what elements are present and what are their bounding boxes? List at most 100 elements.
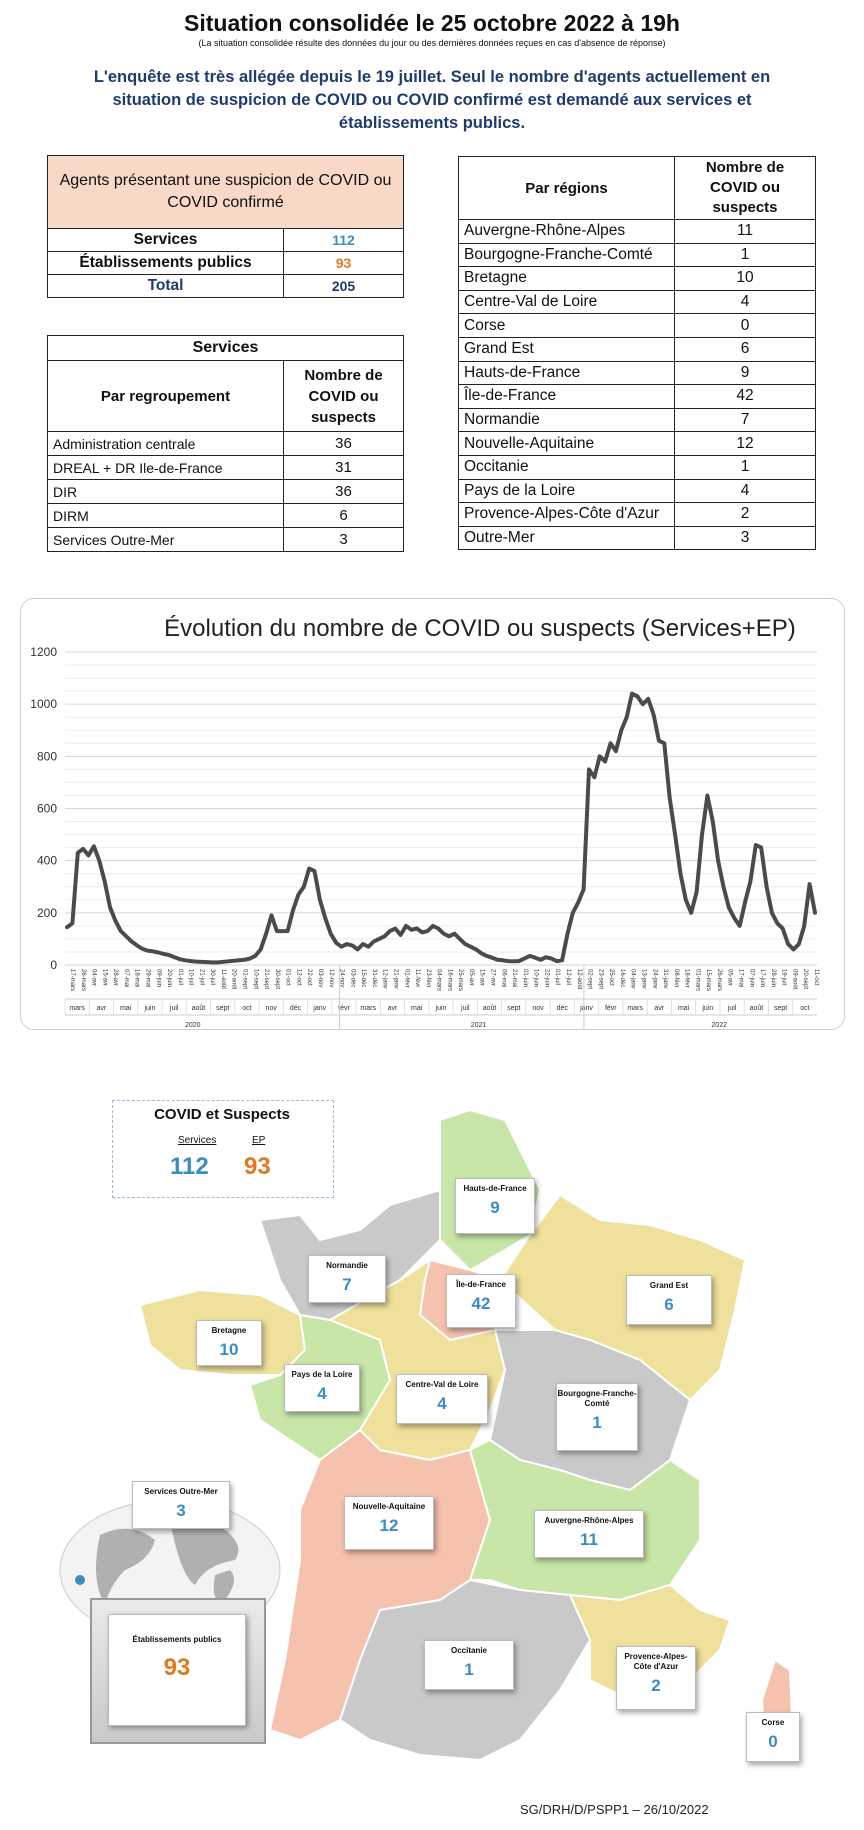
table-row: Occitanie 1 — [458, 454, 816, 480]
regions-col2-header: Nombre de COVID ou suspects — [674, 156, 816, 220]
x-tick-label: 01-mars — [694, 969, 700, 991]
row-name: Occitanie — [458, 454, 675, 480]
month-label: avr — [654, 1005, 664, 1012]
region-box-occitanie: Occitanie 1 — [424, 1640, 514, 1690]
month-label: mars — [360, 1005, 376, 1012]
x-tick-label: 27-avr — [490, 969, 496, 986]
row-value: 11 — [674, 219, 816, 244]
x-tick-label: 24-nov — [339, 969, 345, 987]
summary-value: 93 — [283, 251, 404, 275]
month-label: juin — [435, 1005, 447, 1012]
x-tick-label: 04-mars — [436, 969, 442, 991]
x-tick-label: 03-nov — [317, 969, 323, 987]
table-row: Bourgogne-Franche-Comté 1 — [458, 242, 816, 268]
month-label: août — [483, 1005, 497, 1012]
row-value: 31 — [283, 455, 404, 480]
month-label: avr — [97, 1005, 107, 1012]
x-tick-label: 01-sept — [242, 969, 248, 989]
row-name: Île-de-France — [458, 384, 675, 409]
region-box-corse: Corse 0 — [746, 1712, 800, 1762]
table-row: Nouvelle-Aquitaine 12 — [458, 431, 816, 456]
x-tick-label: 01-févr — [403, 969, 409, 988]
month-label: déc — [290, 1005, 302, 1012]
line-chart: 0 200 400 600 800 1000 1200 17-mars 26-mars 04-av… — [30, 645, 819, 1030]
x-tick-label: 03-déc — [349, 969, 355, 987]
row-name: Corse — [458, 313, 675, 338]
row-value: 0 — [674, 313, 816, 338]
month-label: mars — [627, 1005, 643, 1012]
row-value: 12 — [674, 431, 816, 456]
region-name: Normandie — [326, 1261, 368, 1270]
month-label: nov — [532, 1005, 544, 1012]
region-value: 0 — [768, 1732, 778, 1751]
row-name: Administration centrale — [47, 431, 284, 456]
table-row: Normandie 7 — [458, 407, 816, 433]
region-name: Île-de-France — [456, 1280, 506, 1289]
region-value: 3 — [176, 1501, 186, 1520]
table-row: Services Outre-Mer 3 — [47, 527, 404, 552]
table-row: Auvergne-Rhône-Alpes 11 — [458, 219, 816, 244]
x-tick-label: 05-avr — [468, 969, 474, 986]
x-tick-label: 07-mai — [123, 969, 129, 987]
y-tick-label: 200 — [37, 906, 57, 920]
x-tick-label: 10-juil — [188, 969, 194, 985]
x-tick-label: 13-janv — [641, 969, 647, 989]
table-row: Pays de la Loire 4 — [458, 478, 816, 504]
x-tick-label: 11-févr — [414, 969, 420, 987]
summary-table: Agents présentant une suspicion de COVID… — [47, 155, 404, 298]
world-continents — [96, 1518, 239, 1605]
x-tick-label: 26-mars — [80, 969, 86, 991]
table-row: Établissements publics 93 — [47, 251, 404, 275]
region-value: 4 — [317, 1384, 327, 1403]
x-tick-label: 15-mars — [705, 969, 711, 991]
region-name: Occitanie — [450, 1646, 487, 1655]
chart-container — [20, 598, 845, 1030]
footer-text: SG/DRH/D/PSPP1 – 26/10/2022 — [520, 1802, 709, 1817]
region-value: 9 — [490, 1198, 500, 1217]
y-tick-label: 0 — [50, 958, 57, 972]
table-row: Hauts-de-France 9 — [458, 360, 816, 386]
x-tick-label: 28-avr — [112, 969, 118, 986]
region-box-bourgogne: Bourgogne-Franche-Comté 1 — [556, 1383, 638, 1451]
x-tick-label: 20-sept — [802, 969, 808, 989]
x-tick-label: 23-févr — [425, 969, 431, 988]
month-label: nov — [266, 1005, 278, 1012]
region-box-hauts-de-france: Hauts-de-France 9 — [455, 1178, 535, 1234]
region-name: Bretagne — [211, 1326, 247, 1335]
region-box-normandie: Normandie 7 — [308, 1255, 386, 1303]
region-box-pays-de-la-loire: Pays de la Loire 4 — [284, 1364, 360, 1412]
x-tick-label: 04-avr — [91, 969, 97, 986]
table-row: Services 112 — [47, 228, 404, 252]
year-label: 2020 — [185, 1022, 201, 1029]
x-tick-label: 26-mars — [716, 969, 722, 991]
x-tick-label: 12-oct — [295, 969, 301, 986]
page-subtitle: (La situation consolidée résulte des don… — [198, 38, 666, 48]
x-tick-label: 23-sept — [597, 969, 603, 989]
row-name: DIRM — [47, 503, 284, 528]
x-tick-label: 21-juil — [198, 969, 204, 985]
x-tick-label: 30-juil — [209, 969, 215, 985]
row-value: 3 — [283, 527, 404, 552]
row-value: 1 — [674, 242, 816, 268]
row-name: DIR — [47, 479, 284, 504]
row-name: Pays de la Loire — [458, 478, 675, 504]
x-tick-label: 12-août — [576, 969, 582, 990]
region-value: 11 — [580, 1530, 598, 1549]
month-label: juil — [460, 1005, 470, 1012]
region-value: 6 — [664, 1295, 674, 1314]
x-tick-label: 21-janv — [393, 969, 399, 989]
x-tick-label: 17-mai — [738, 969, 744, 987]
x-tick-label: 12-nov — [328, 969, 334, 987]
row-name: Normandie — [458, 407, 675, 433]
services-caption: Services — [47, 335, 404, 361]
notice-text: L'enquête est très allégée depuis le 19 … — [93, 68, 771, 132]
region-box-bretagne: Bretagne 10 — [196, 1320, 262, 1366]
month-label: juil — [169, 1005, 179, 1012]
x-tick-label: 04-janv — [630, 969, 636, 989]
region-box-paca: Provence-Alpes-Côte d'Azur 2 — [616, 1646, 696, 1710]
legend-services-label: Services — [178, 1135, 217, 1146]
table-row: Administration centrale 36 — [47, 431, 404, 456]
month-label: août — [750, 1005, 764, 1012]
y-tick-label: 400 — [37, 854, 57, 868]
region-value: 4 — [437, 1394, 447, 1413]
